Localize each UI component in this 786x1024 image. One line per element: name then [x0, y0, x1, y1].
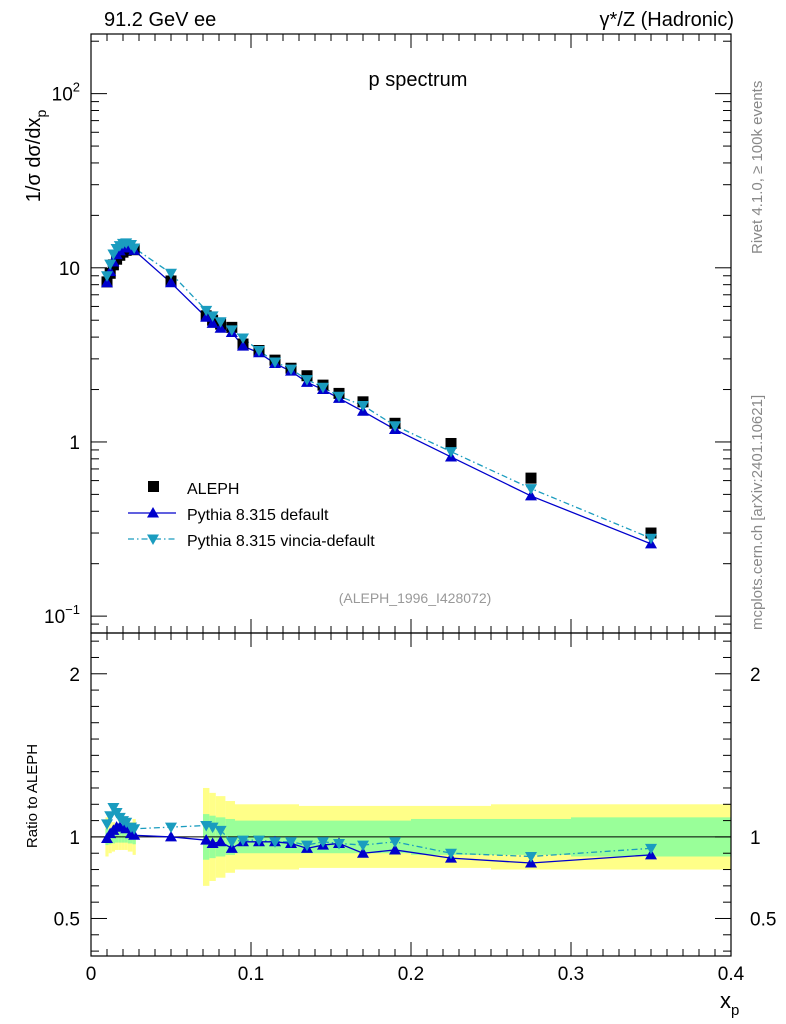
ratio-point-vincia	[128, 824, 141, 835]
point-vincia	[301, 375, 313, 386]
point-vincia	[525, 484, 537, 495]
ratio-point-vincia	[237, 835, 249, 847]
point-vincia	[389, 421, 401, 432]
source-label: mcplots.cern.ch [arXiv:2401.10621]	[749, 395, 766, 630]
y-tick-label: 10	[59, 259, 80, 280]
ratio-y-tick-label: 0.5	[54, 909, 80, 930]
point-aleph	[645, 527, 657, 539]
legend-marker-vincia	[147, 534, 159, 545]
ratio-point-vincia	[285, 837, 297, 848]
point-default	[101, 276, 113, 288]
ratio-y-tick-label-right: 0.5	[750, 909, 776, 930]
ratio-point-vincia	[333, 838, 345, 850]
ratio-point-vincia	[253, 835, 265, 847]
x-tick-label: 0.4	[718, 964, 745, 985]
ratio-point-default	[214, 835, 227, 847]
ratio-point-vincia	[225, 837, 238, 848]
point-vincia	[333, 391, 345, 403]
ratio-y-tick-label: 1	[69, 828, 80, 849]
header-right: γ*/Z (Hadronic)	[600, 9, 734, 31]
point-vincia	[285, 364, 297, 376]
point-vincia	[357, 400, 369, 412]
point-aleph	[445, 437, 457, 449]
x-tick-label: 0.3	[558, 964, 584, 985]
ratio-y-title: Ratio to ALEPH	[24, 744, 41, 848]
point-vincia	[128, 243, 141, 254]
point-vincia	[253, 346, 265, 357]
legend-label-default: Pythia 8.315 default	[187, 507, 329, 524]
y-title-text: 1/σ dσ/dx	[23, 118, 45, 203]
ratio-point-vincia	[445, 848, 457, 860]
ratio-point-vincia	[357, 840, 369, 852]
ratio-frame	[90, 632, 732, 957]
y-tick-label: 1	[69, 433, 80, 454]
point-vincia	[269, 357, 281, 368]
point-default	[165, 276, 177, 288]
y-axis-title-main: 1/σ dσ/dxp	[23, 110, 49, 203]
point-vincia	[445, 447, 457, 458]
x-title-sub: p	[731, 1002, 739, 1019]
x-axis-title: xp	[720, 988, 739, 1019]
x-tick-label: 0.1	[238, 964, 264, 985]
legend-marker-aleph	[148, 481, 159, 492]
point-vincia	[101, 271, 113, 282]
ratio-point-default	[389, 843, 401, 855]
y-title-sub: p	[33, 110, 49, 118]
point-vincia	[237, 333, 249, 345]
point-vincia	[206, 311, 219, 322]
ratio-point-vincia	[269, 837, 281, 848]
ratio-plot: Ratio to ALEPH xp 0 0.1 0.2 0.3 0.4 0.5 0.5 1 1 2…	[24, 632, 776, 1019]
y-tick-label: 102	[52, 80, 80, 106]
legend-label-aleph: ALEPH	[187, 481, 239, 498]
ratio-point-vincia	[389, 837, 401, 848]
x-title-text: x	[720, 988, 731, 1013]
series-line-default	[106, 245, 652, 545]
ratio-point-vincia	[214, 825, 227, 837]
ratio-point-vincia	[317, 837, 329, 848]
point-vincia	[104, 259, 117, 271]
point-vincia	[225, 325, 238, 336]
ratio-point-default	[165, 830, 177, 842]
point-vincia	[645, 533, 657, 545]
ratio-point-vincia	[104, 811, 117, 822]
ratio-point-vincia	[645, 843, 657, 855]
point-vincia	[165, 268, 177, 280]
ratio-point-vincia	[165, 822, 177, 834]
point-aleph	[525, 472, 537, 484]
point-default	[237, 340, 249, 351]
legend-label-vincia: Pythia 8.315 vincia-default	[187, 533, 375, 550]
legend: ALEPH Pythia 8.315 default Pythia 8.315 …	[128, 481, 375, 550]
main-plot: p spectrum 1/σ dσ/dxp (ALEPH_1996_I42807…	[23, 33, 732, 634]
ratio-y-tick-label-right: 1	[750, 828, 761, 849]
plot-title: p spectrum	[369, 69, 468, 91]
ratio-point-default	[357, 847, 369, 858]
ratio-point-vincia	[101, 819, 113, 830]
x-tick-label: 0.2	[398, 964, 424, 985]
ratio-point-vincia	[301, 840, 313, 852]
point-vincia	[214, 317, 227, 328]
y-tick-label: 10−1	[44, 602, 80, 628]
ratio-point-default	[200, 834, 213, 845]
ratio-y-tick-label: 2	[69, 665, 80, 686]
svg-text:1/σ dσ/dxp: 1/σ dσ/dxp	[23, 110, 49, 203]
point-vincia	[317, 382, 329, 394]
ratio-point-vincia	[206, 822, 219, 834]
legend-marker-default	[147, 507, 159, 518]
point-default	[206, 317, 219, 328]
ratio-y-tick-label-right: 2	[750, 665, 761, 686]
header-left: 91.2 GeV ee	[104, 9, 216, 31]
analysis-tag: (ALEPH_1996_I428072)	[339, 590, 492, 606]
point-default	[525, 489, 537, 501]
x-tick-label: 0	[86, 964, 97, 985]
ratio-point-vincia	[525, 851, 537, 863]
point-default	[200, 311, 213, 322]
rivet-label: Rivet 4.1.0, ≥ 100k events	[749, 81, 766, 254]
point-vincia	[200, 305, 213, 317]
